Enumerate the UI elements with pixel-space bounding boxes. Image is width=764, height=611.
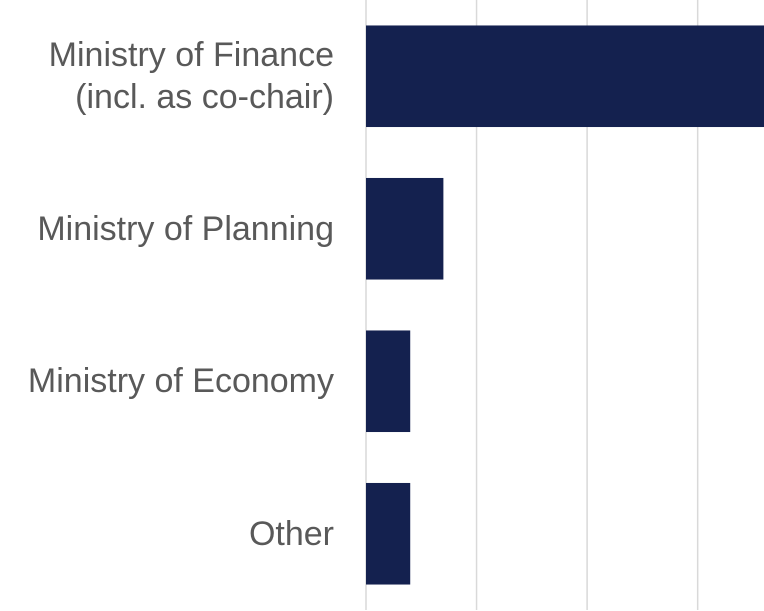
bar (366, 330, 411, 433)
bar (366, 177, 444, 280)
y-tick-label: Ministry of Economy (27, 362, 334, 401)
bar (366, 25, 764, 128)
y-tick-label: Ministry of Finance (incl. as co-chair) (48, 36, 334, 117)
y-tick-label: Ministry of Planning (37, 209, 334, 248)
bar (366, 482, 411, 585)
y-tick-label: Other (248, 514, 334, 553)
